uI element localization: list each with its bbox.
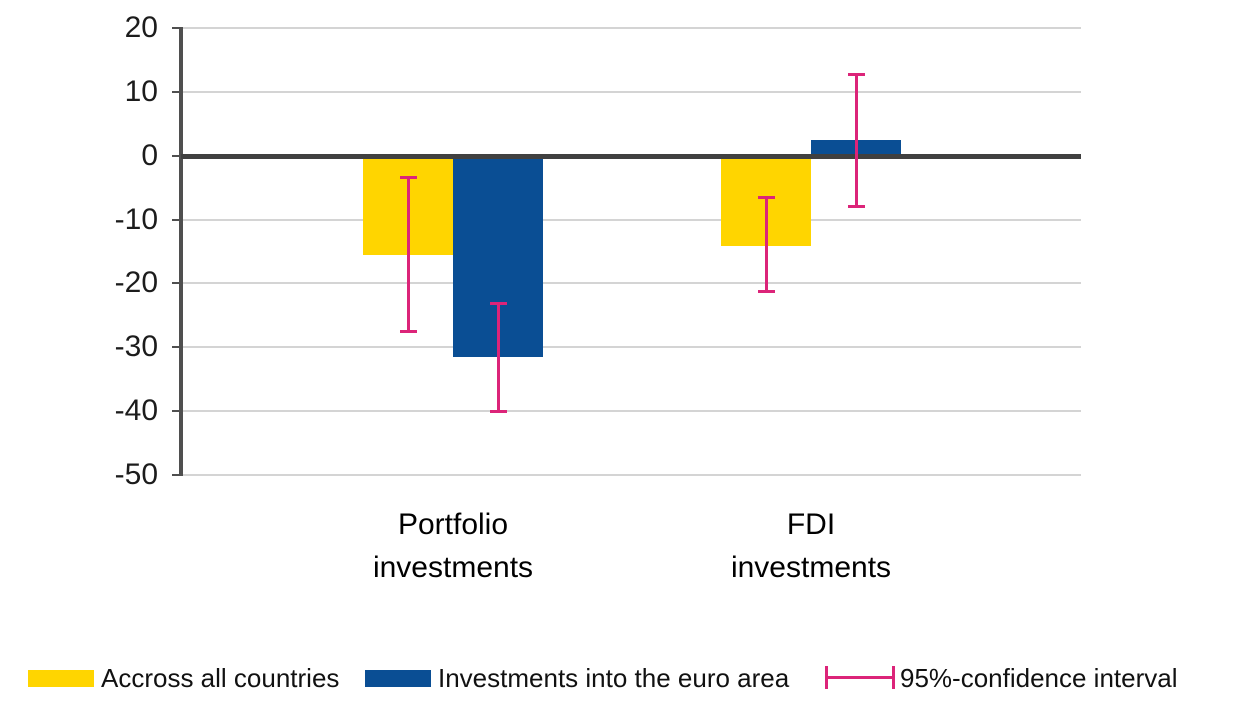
category-label-portfolio: Portfolio investments xyxy=(373,503,533,589)
error-bar-cap-top xyxy=(489,301,507,305)
legend-label: Accross all countries xyxy=(101,663,340,693)
legend-item-investments-euro-area: Investments into the euro area xyxy=(365,663,789,693)
error-bar-icon-line xyxy=(825,676,895,679)
gridline xyxy=(181,27,1081,29)
zero-axis-line xyxy=(181,153,1081,159)
y-axis-tick-label: 20 xyxy=(124,11,158,44)
category-label-line: investments xyxy=(730,551,892,584)
y-axis-tick xyxy=(172,154,181,157)
y-axis-tick-label: 0 xyxy=(141,138,158,172)
y-axis-tick xyxy=(172,218,181,221)
error-bar-cap-bottom xyxy=(399,330,417,334)
gridline xyxy=(181,474,1081,476)
error-bar-icon-cap-left xyxy=(825,666,828,689)
category-label-line: investments xyxy=(372,551,534,584)
y-axis-tick-label: -50 xyxy=(114,458,158,491)
y-axis-tick-label: -40 xyxy=(114,394,158,428)
y-axis-tick xyxy=(172,27,181,29)
gridline xyxy=(181,282,1081,285)
error-bar-cap-bottom xyxy=(847,204,865,208)
y-axis-tick xyxy=(172,346,181,349)
gridline xyxy=(181,346,1081,349)
y-axis-tick-label: -10 xyxy=(114,202,158,236)
category-label-line: FDI xyxy=(786,508,836,541)
error-bar-cap-top xyxy=(847,73,865,77)
y-axis-line xyxy=(179,27,183,476)
error-bar-line xyxy=(406,177,410,332)
category-label-line: Portfolio xyxy=(397,508,509,541)
gridline xyxy=(181,90,1081,93)
legend-label: 95%-confidence interval xyxy=(900,663,1178,693)
y-axis-tick xyxy=(172,282,181,285)
y-axis-tick-label: -20 xyxy=(114,266,158,300)
error-bar-cap-bottom xyxy=(489,409,507,413)
error-bar-line xyxy=(764,197,768,292)
y-axis-tick-label: 10 xyxy=(124,74,158,108)
y-axis-tick xyxy=(172,90,181,93)
y-axis-tick xyxy=(172,474,181,476)
error-bar-icon xyxy=(825,666,895,690)
legend-item-confidence-interval: 95%-confidence interval xyxy=(825,663,1178,693)
legend-label: Investments into the euro area xyxy=(438,663,790,693)
gridline xyxy=(181,218,1081,221)
legend-swatch xyxy=(365,669,431,687)
y-axis-tick xyxy=(172,410,181,413)
error-bar-line xyxy=(496,303,500,412)
gridline xyxy=(181,410,1081,413)
y-axis-tick-label: -30 xyxy=(114,330,158,364)
legend-swatch xyxy=(28,669,94,687)
error-bar-cap-top xyxy=(399,175,417,179)
error-bar-line xyxy=(854,74,858,207)
legend-item-across-all-countries: Accross all countries xyxy=(28,663,339,693)
error-bar-cap-top xyxy=(757,195,775,199)
category-label-fdi: FDI investments xyxy=(731,503,891,589)
error-bar-icon-cap-right xyxy=(892,666,895,689)
error-bar-cap-bottom xyxy=(757,290,775,294)
